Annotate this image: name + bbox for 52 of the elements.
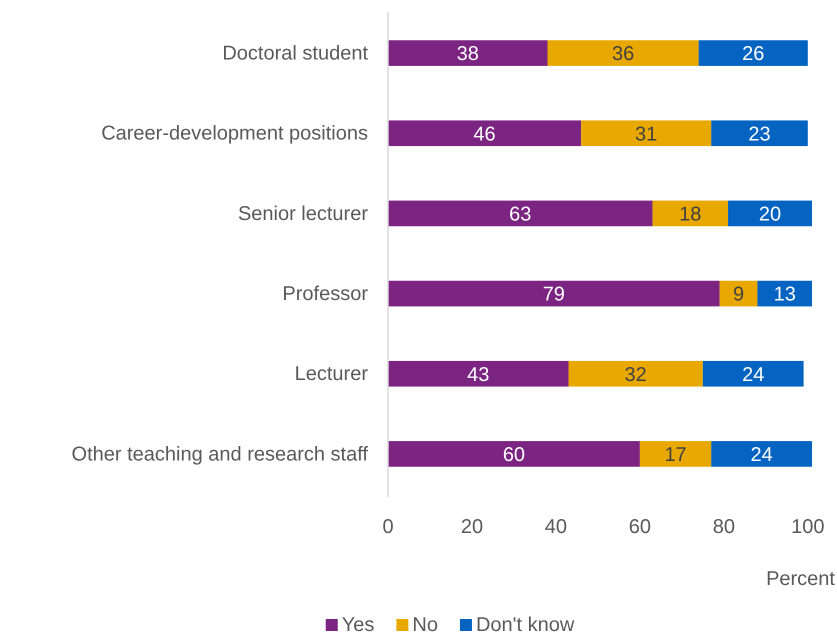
data-label: 18	[679, 203, 702, 226]
bar	[728, 200, 812, 226]
data-label: 63	[509, 203, 532, 226]
data-label: 31	[635, 123, 658, 146]
y-tick-label: Career-development positions	[101, 122, 368, 145]
x-tick-label: 20	[460, 516, 484, 538]
legend-label: Yes	[342, 614, 374, 636]
data-label: 26	[742, 43, 764, 66]
y-tick-label: Other teaching and research staff	[72, 443, 368, 466]
x-tick-label: 60	[628, 516, 652, 538]
data-label: 46	[473, 123, 496, 146]
x-tick-label: 80	[712, 516, 735, 538]
y-tick-label: Lecturer	[294, 363, 368, 386]
data-label: 60	[502, 444, 526, 466]
data-label: 32	[624, 364, 647, 386]
data-label: 20	[758, 203, 782, 226]
x-tick-label: 100	[791, 516, 824, 538]
bar	[388, 120, 582, 146]
x-tick-label: 0	[382, 516, 394, 538]
data-label: 36	[612, 43, 634, 66]
y-tick-label: Senior lecturer	[238, 202, 368, 225]
bar	[720, 280, 758, 306]
bar	[548, 40, 699, 66]
bar	[388, 200, 652, 226]
x-tick-label: 40	[544, 516, 568, 538]
bar	[581, 120, 712, 146]
bar	[652, 200, 728, 226]
data-label: 24	[742, 364, 764, 386]
data-label: 13	[774, 284, 796, 306]
data-label: 38	[456, 43, 479, 66]
data-label: 23	[748, 123, 771, 146]
bar	[388, 40, 548, 66]
data-label: 43	[467, 364, 490, 386]
bar	[711, 441, 812, 467]
bar	[568, 360, 703, 387]
legend-label: No	[412, 614, 438, 636]
bar	[702, 360, 804, 387]
bar	[757, 280, 812, 306]
bar	[640, 441, 712, 467]
data-label: 9	[732, 284, 744, 306]
bar	[698, 40, 808, 66]
bar	[388, 360, 569, 387]
y-tick-label: Doctoral student	[222, 42, 368, 64]
bar	[711, 120, 808, 146]
legend-label: Don't know	[476, 614, 575, 636]
bar	[388, 280, 720, 306]
x-axis-title: Percent	[766, 568, 836, 590]
data-label: 24	[750, 444, 773, 466]
y-tick-label: Professor	[282, 282, 368, 305]
data-label: 17	[664, 444, 687, 466]
bar	[388, 441, 640, 467]
data-label: 79	[542, 284, 565, 306]
